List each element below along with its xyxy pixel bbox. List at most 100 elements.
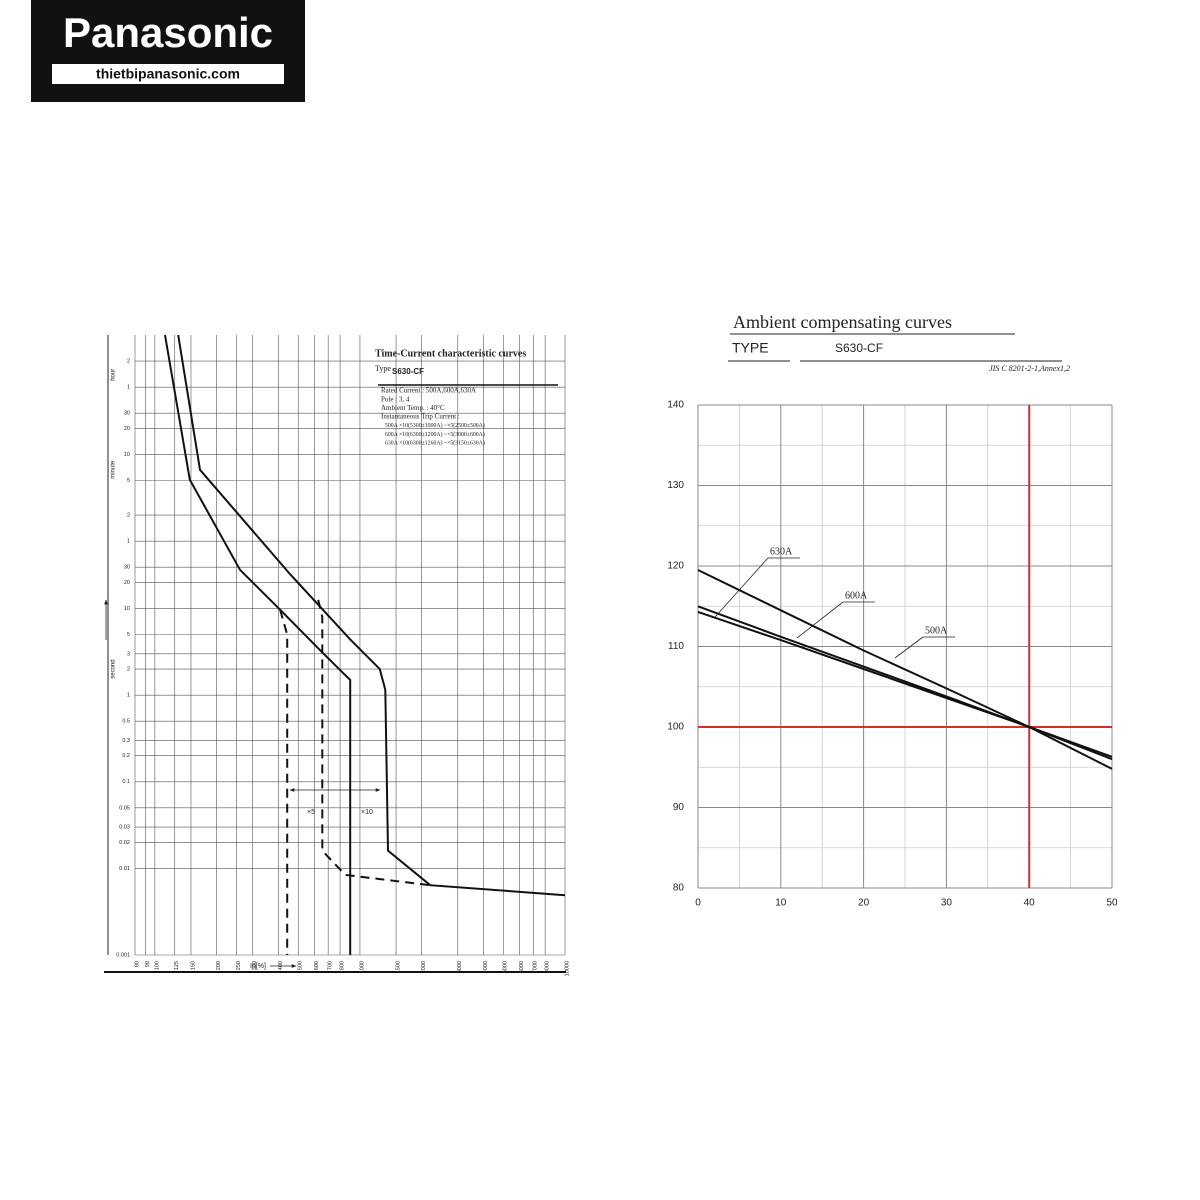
- logo-url: thietbipanasonic.com: [96, 66, 240, 82]
- x-tick-label: 0: [695, 898, 701, 909]
- y-tick-label: 110: [668, 641, 684, 652]
- y-tick-label: 1: [127, 693, 130, 699]
- leader-line: [894, 636, 924, 659]
- logo-box: [31, 0, 305, 102]
- curve: [164, 334, 352, 955]
- x-tick-label: 150: [190, 961, 196, 970]
- type-label: Type: [375, 364, 391, 373]
- y-tick-label: 30: [124, 411, 130, 417]
- time-unit: hour: [111, 369, 117, 381]
- x-tick-label: 125: [174, 961, 180, 970]
- spec-line: Instantaneous Trip Current :: [381, 413, 460, 421]
- y-tick-label: 20: [124, 580, 130, 586]
- x-tick-label: 1000: [359, 961, 365, 973]
- y-tick-label: 120: [667, 561, 684, 572]
- x-tick-label: 2000: [421, 961, 427, 973]
- logo[interactable]: Panasonic thietbipanasonic.com: [31, 0, 305, 102]
- x-tick-label: 6000: [519, 961, 525, 973]
- y-tick-label: 140: [667, 400, 684, 411]
- x-tick-label: 90: [145, 961, 151, 967]
- x-tick-label: 100: [154, 961, 160, 970]
- x-tick-label: 40: [1024, 898, 1036, 909]
- y-tick-label: 2: [127, 667, 130, 673]
- x-tick-label: 400: [278, 961, 284, 970]
- y-tick-label: 130: [667, 480, 684, 491]
- y-tick-label: 0.01: [119, 866, 130, 872]
- logo-brand: Panasonic: [63, 9, 273, 56]
- y-tick-label: 1: [127, 539, 130, 545]
- y-tick-label: 0.03: [119, 825, 130, 831]
- spec-line: 600A ×10(6300±1200A) ~×5(3000±600A): [385, 431, 485, 438]
- y-tick-label: 2: [127, 513, 130, 519]
- y-tick-label: 1: [127, 385, 130, 391]
- x-tick-label: 50: [1106, 898, 1118, 909]
- x-tick-label: 7000: [533, 961, 539, 973]
- leader-line: [796, 601, 844, 639]
- y-tick-label: 10: [124, 606, 130, 612]
- x-tick-label: 30: [941, 898, 953, 909]
- y-tick-label: 0.05: [119, 805, 130, 811]
- y-tick-label: 0.001: [116, 952, 130, 958]
- x-tick-label: 10: [775, 898, 787, 909]
- y-tick-label: 5: [127, 632, 130, 638]
- x-tick-label: 600: [314, 961, 320, 970]
- x-tick-label: 200: [216, 961, 222, 970]
- grid: [134, 335, 566, 956]
- spec-line: 500A ×10(5300±1000A) ~×5(2500±500A): [385, 422, 485, 429]
- logo-url-bar: [52, 64, 284, 84]
- y-tick-label: 90: [673, 802, 685, 813]
- y-tick-label: 20: [124, 426, 130, 432]
- y-tick-label: 0.5: [122, 719, 130, 725]
- y-tick-label: 5: [127, 478, 130, 484]
- leader-line: [714, 557, 769, 618]
- y-tick-label: 0.3: [122, 738, 130, 744]
- x-tick-label: 300: [252, 961, 258, 970]
- x-tick-label: 250: [236, 961, 242, 970]
- y-tick-label: 0.1: [122, 779, 130, 785]
- series-label: 630A: [770, 546, 793, 557]
- y-tick-label: 100: [667, 722, 684, 733]
- spec-line: 630A ×10(6300±1260A) ~×5(3150±630A): [385, 440, 485, 447]
- curve: [177, 334, 566, 897]
- chart-2-plot: 0 10 20 30 40 50 80 90 100 110 120 130 140 630A 600A 50…: [667, 400, 1118, 909]
- x-tick-label: 800: [340, 961, 346, 970]
- y-tick-label: 30: [124, 565, 130, 571]
- y-tick-label: 80: [673, 883, 685, 894]
- chart-1: Time-Current characteristic curves Type …: [104, 334, 570, 976]
- curve: [279, 609, 289, 955]
- x-axis-label: In[%]: [250, 963, 266, 970]
- annotation: ×5: [307, 809, 315, 816]
- model: S630-CF: [835, 341, 883, 355]
- chart-title: Ambient compensating curves: [733, 312, 952, 332]
- y-tick-label: 3: [127, 651, 130, 657]
- spec-line: Ambient Temp. : 40°C: [381, 404, 445, 412]
- model: S630-CF: [392, 367, 424, 376]
- x-tick-label: 5000: [503, 961, 509, 973]
- x-tick-label: 10000: [564, 961, 570, 976]
- y-tick-label: 2: [127, 359, 130, 365]
- series-label: 500A: [925, 625, 948, 636]
- chart-2: Ambient compensating curves TYPE S630-CF…: [728, 312, 1070, 373]
- spec-line: Pole : 3, 4: [381, 395, 410, 403]
- time-unit: second: [111, 659, 117, 678]
- chart-title: Time-Current characteristic curves: [375, 348, 526, 359]
- y-tick-label: 0.02: [119, 840, 130, 846]
- x-tick-label: 1500: [395, 961, 401, 973]
- y-tick-label: 0.2: [122, 753, 130, 759]
- y-tick-label: 10: [124, 452, 130, 458]
- x-tick-label: 700: [328, 961, 334, 970]
- curve: [697, 569, 1113, 770]
- spec-line: Rated Current : 500A,600A,630A: [381, 387, 476, 395]
- x-tick-label: 20: [858, 898, 870, 909]
- standard: JIS C 8201-2-1,Annex1,2: [989, 364, 1070, 373]
- series-label: 600A: [845, 590, 868, 601]
- type-label: TYPE: [732, 340, 769, 356]
- time-unit: minute: [111, 460, 117, 479]
- x-tick-label: 4000: [483, 961, 489, 973]
- x-tick-label: 80: [134, 961, 140, 967]
- curve: [697, 610, 1113, 758]
- annotation: ×10: [361, 809, 373, 816]
- x-tick-label: 500: [298, 961, 304, 970]
